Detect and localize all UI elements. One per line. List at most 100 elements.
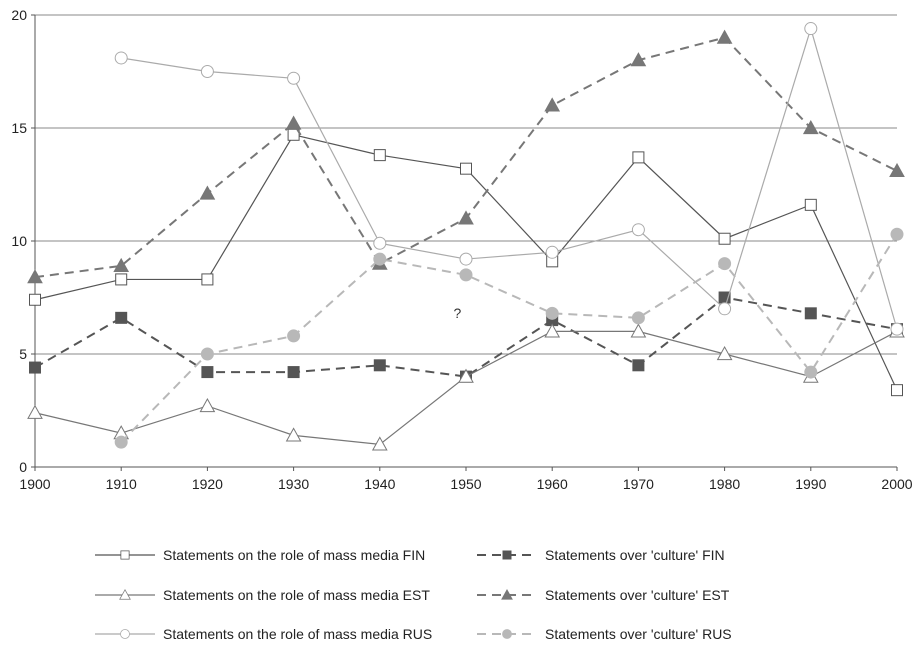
legend-label: Statements over 'culture' FIN	[545, 547, 725, 563]
series-statements-over-culture-est	[27, 29, 905, 284]
legend-label: Statements on the role of mass media EST	[163, 587, 430, 603]
data-point	[287, 366, 300, 379]
data-point	[115, 311, 128, 324]
data-point	[459, 252, 473, 266]
data-point	[285, 115, 302, 130]
legend-item-statements-on-the-role-of-mass-media-est: Statements on the role of mass media EST	[95, 587, 430, 603]
data-point	[545, 306, 559, 320]
data-point	[201, 273, 214, 286]
data-point	[804, 198, 817, 211]
legend-label: Statements on the role of mass media RUS	[163, 626, 432, 642]
series-statements-on-the-role-of-mass-media-est	[27, 323, 905, 451]
data-point	[287, 71, 301, 85]
data-point	[458, 368, 474, 383]
data-point	[29, 361, 41, 374]
data-point	[716, 29, 733, 44]
data-point	[718, 257, 732, 271]
legend-marker	[501, 588, 513, 600]
annotation-text: ?	[453, 305, 461, 321]
data-point	[890, 227, 904, 241]
series-line	[34, 296, 898, 378]
legend-label: Statements over 'culture' RUS	[545, 626, 732, 642]
y-tick-label: 10	[11, 233, 27, 249]
data-point	[890, 322, 904, 336]
x-tick-label: 1950	[450, 476, 481, 492]
data-point	[373, 149, 386, 162]
x-tick-label: 2000	[881, 476, 912, 492]
y-axis-ticks: 0 5 10 15 20	[11, 7, 35, 475]
y-tick-label: 0	[19, 459, 27, 475]
x-tick-label: 1960	[537, 476, 568, 492]
data-point	[115, 273, 128, 286]
x-tick-label: 1940	[364, 476, 395, 492]
data-point	[199, 185, 216, 200]
x-tick-label: 1920	[192, 476, 223, 492]
data-point	[804, 365, 818, 379]
series-statements-on-the-role-of-mass-media-fin	[29, 128, 903, 397]
data-point	[545, 245, 559, 259]
data-point	[27, 269, 43, 284]
annotations: ?	[453, 305, 461, 321]
data-point	[114, 51, 128, 65]
data-point	[544, 323, 561, 338]
legend-marker	[120, 550, 130, 560]
data-point	[200, 65, 214, 78]
data-point	[201, 366, 214, 379]
x-tick-label: 1910	[106, 476, 137, 492]
data-point	[632, 359, 645, 372]
legend-item-statements-over-culture-rus: Statements over 'culture' RUS	[477, 626, 732, 642]
x-tick-label: 1980	[709, 476, 740, 492]
y-tick-label: 20	[11, 7, 27, 23]
data-point	[631, 311, 645, 325]
x-tick-label: 1990	[795, 476, 826, 492]
data-point	[29, 293, 41, 306]
series-line	[34, 330, 898, 446]
x-tick-label: 1900	[19, 476, 50, 492]
legend-marker	[502, 550, 512, 560]
data-point	[200, 347, 214, 361]
series-statements-on-the-role-of-mass-media-rus	[114, 22, 904, 336]
legend-item-statements-over-culture-fin: Statements over 'culture' FIN	[477, 547, 725, 563]
data-point	[458, 210, 474, 225]
legend: Statements on the role of mass media FIN…	[95, 547, 732, 642]
legend-marker	[502, 629, 512, 639]
data-point	[113, 257, 130, 272]
legend-marker	[119, 588, 131, 600]
gridlines	[35, 14, 897, 355]
data-point	[632, 151, 645, 164]
legend-label: Statements on the role of mass media FIN	[163, 547, 425, 563]
data-point	[114, 435, 128, 449]
data-point	[718, 302, 732, 316]
data-point	[891, 384, 903, 397]
legend-label: Statements over 'culture' EST	[545, 587, 730, 603]
data-point	[27, 404, 43, 419]
series-layer	[27, 22, 905, 451]
data-point	[373, 252, 387, 266]
series-statements-over-culture-rus	[114, 227, 904, 449]
data-point	[716, 345, 733, 361]
y-tick-label: 15	[11, 120, 27, 136]
data-point	[802, 119, 819, 135]
data-point	[373, 236, 387, 250]
data-point	[287, 329, 301, 343]
data-point	[544, 97, 561, 112]
data-point	[630, 52, 647, 67]
legend-marker	[120, 629, 130, 639]
legend-item-statements-over-culture-est: Statements over 'culture' EST	[477, 587, 730, 603]
series-line	[121, 26, 898, 330]
y-tick-label: 5	[19, 346, 27, 362]
data-point	[460, 162, 472, 175]
data-point	[459, 268, 473, 282]
data-point	[631, 223, 645, 237]
data-point	[199, 397, 216, 413]
x-tick-label: 1970	[623, 476, 654, 492]
series-line	[120, 233, 898, 443]
data-point	[371, 436, 388, 451]
data-point	[630, 323, 647, 338]
data-point	[804, 22, 818, 36]
data-point	[718, 232, 731, 245]
legend-item-statements-on-the-role-of-mass-media-fin: Statements on the role of mass media FIN	[95, 547, 425, 563]
data-point	[373, 359, 386, 372]
data-point	[804, 307, 817, 320]
